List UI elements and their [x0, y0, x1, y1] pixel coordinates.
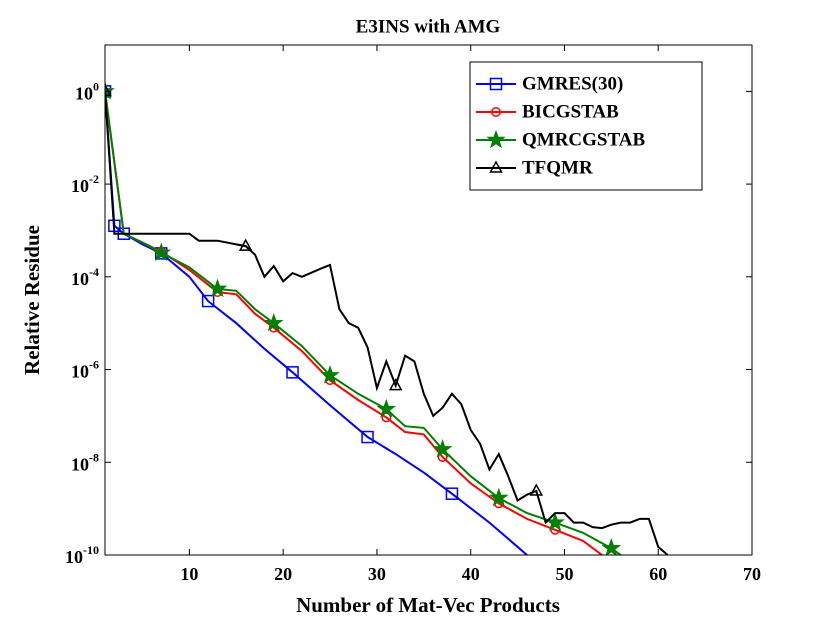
legend-label: GMRES(30): [522, 73, 623, 94]
marker: [320, 364, 340, 384]
marker: [286, 366, 299, 379]
x-tick-label: 50: [555, 564, 573, 584]
legend-label: BICGSTAB: [522, 101, 619, 122]
x-tick-label: 60: [649, 564, 667, 584]
y-tick-label: 10-8: [71, 450, 99, 474]
y-tick-label: 100: [75, 79, 99, 103]
chart-title: E3INS with AMG: [356, 16, 501, 37]
x-tick-label: 30: [368, 564, 386, 584]
marker: [105, 83, 112, 97]
marker: [151, 242, 172, 262]
x-tick-label: 10: [180, 564, 198, 584]
x-tick-label: 70: [743, 564, 761, 584]
legend-label: QMRCGSTAB: [522, 129, 645, 150]
marker: [445, 487, 459, 500]
y-axis-label: Relative Residue: [20, 225, 44, 375]
marker: [264, 312, 284, 332]
marker: [489, 77, 503, 91]
marker: [238, 238, 253, 251]
marker: [201, 294, 215, 308]
legend-label: TFQMR: [522, 157, 593, 178]
marker: [601, 537, 622, 555]
marker: [529, 483, 544, 496]
y-tick-label: 10-10: [65, 543, 99, 567]
marker: [491, 107, 501, 117]
series-line: [105, 91, 622, 555]
x-tick-label: 40: [462, 564, 480, 584]
plot-area: [105, 81, 669, 555]
marker: [361, 430, 374, 444]
x-axis-label: Number of Mat-Vec Products: [296, 593, 560, 617]
marker: [105, 81, 115, 100]
marker: [489, 160, 503, 173]
series-line: [105, 91, 528, 555]
y-tick-label: 10-6: [71, 357, 99, 381]
x-tick-label: 20: [274, 564, 292, 584]
y-tick-label: 10-2: [71, 172, 99, 196]
marker: [486, 129, 506, 149]
marker: [207, 278, 228, 298]
marker: [388, 378, 403, 391]
marker: [432, 438, 453, 458]
axes-box: [104, 44, 753, 556]
marker: [376, 398, 397, 418]
series-line: [105, 91, 669, 555]
y-tick-label: 10-4: [71, 265, 99, 289]
marker: [488, 487, 509, 507]
